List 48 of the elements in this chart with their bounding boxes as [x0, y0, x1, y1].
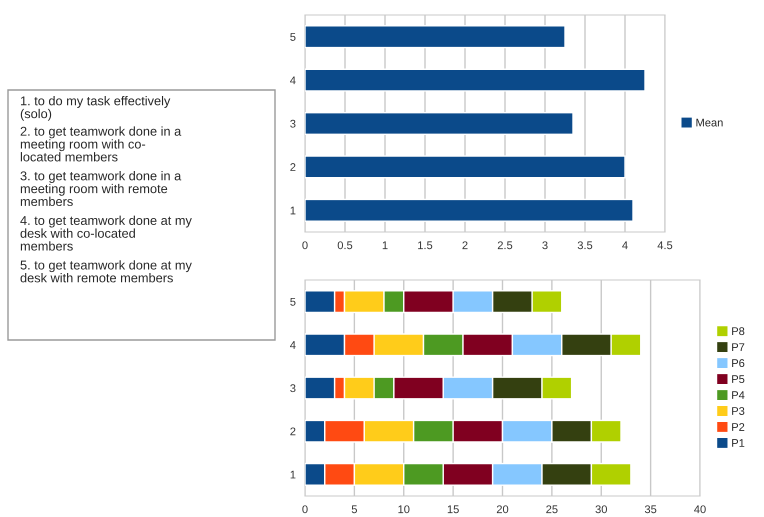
- legend-label: P7: [732, 343, 744, 351]
- y-tick-label: 2: [290, 427, 296, 436]
- x-tick-label: 25: [546, 505, 558, 514]
- y-tick-label: 3: [290, 384, 296, 392]
- x-tick-label: 1.5: [418, 241, 432, 250]
- legend-label: P8: [732, 327, 744, 336]
- y-tick-label: 2: [290, 163, 296, 171]
- text: 2. to get teamwork done in a meeting room with co- located members: [20, 126, 182, 162]
- x-tick-label: 20: [496, 505, 508, 514]
- legend-label: P3: [732, 407, 744, 415]
- x-tick-label: 10: [398, 505, 410, 514]
- x-tick-label: 2.5: [498, 241, 512, 250]
- y-tick-label: 5: [290, 298, 296, 306]
- y-tick-label: 3: [290, 120, 296, 128]
- legend-label: P5: [732, 375, 744, 384]
- x-tick-label: 0.5: [338, 241, 352, 250]
- y-tick-label: 1: [290, 470, 296, 478]
- x-tick-label: 4: [622, 241, 628, 250]
- x-tick-label: 5: [352, 505, 357, 514]
- legend-label: P4: [732, 391, 744, 399]
- x-tick-label: 3: [542, 241, 548, 250]
- legend-label: P1: [732, 439, 744, 447]
- text: 3. to get teamwork done in a meeting room with remote members: [20, 171, 182, 206]
- text: 5. to get teamwork done at my desk with remote members: [20, 260, 192, 282]
- x-tick-label: 40: [694, 505, 706, 514]
- y-tick-label: 5: [290, 33, 296, 41]
- bar: [305, 112, 574, 136]
- x-tick-label: 15: [448, 505, 459, 514]
- bar: [305, 155, 626, 178]
- y-tick-label: 4: [290, 76, 296, 84]
- x-tick-label: 2: [462, 241, 468, 250]
- x-tick-label: 0: [302, 505, 308, 514]
- y-tick-label: 1: [290, 206, 296, 214]
- x-tick-label: 30: [595, 505, 607, 514]
- bar: [305, 68, 646, 92]
- legend-label: P6: [732, 359, 744, 368]
- text: 1. to do my task effectively (solo): [20, 96, 170, 121]
- legend-label: Mean: [696, 118, 723, 127]
- x-tick-label: 35: [644, 505, 656, 514]
- x-tick-label: 4.5: [658, 241, 672, 250]
- x-tick-label: 3.5: [578, 241, 592, 250]
- x-tick-label: 0: [302, 241, 308, 250]
- bar: [305, 198, 634, 222]
- y-tick-label: 4: [290, 341, 296, 349]
- x-tick-label: 1: [382, 241, 388, 250]
- text: 4. to get teamwork done at my desk with co-located members: [20, 216, 192, 251]
- legend-label: P2: [732, 423, 744, 431]
- bar: [305, 25, 566, 48]
